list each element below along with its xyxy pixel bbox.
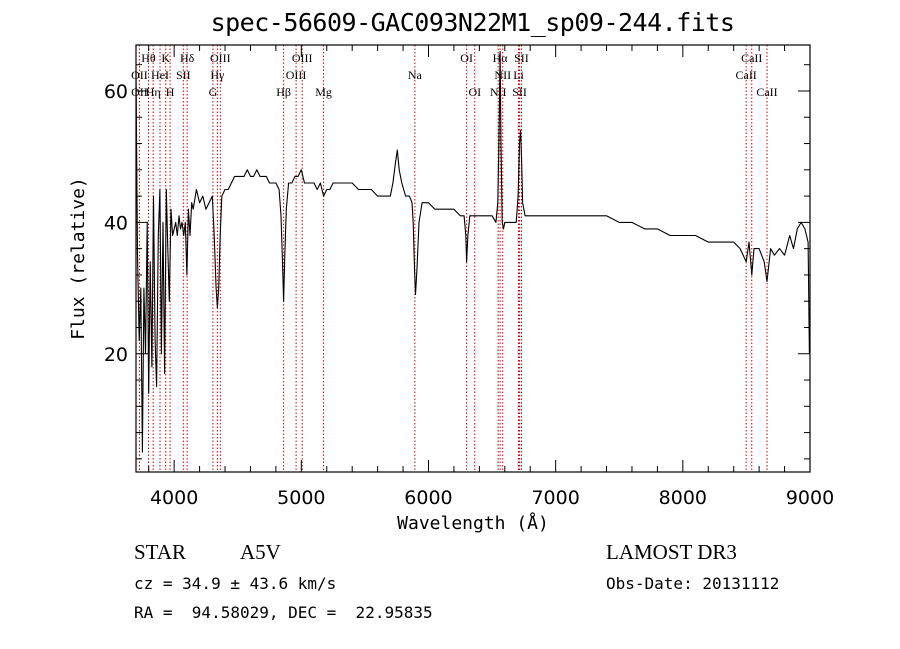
coords-readout: RA = 94.58029, DEC = 22.95835 (134, 603, 433, 622)
marker-label: OI (460, 51, 473, 65)
y-tick-label: 40 (104, 212, 128, 234)
cz-readout: cz = 34.9 ± 43.6 km/s (134, 574, 337, 593)
marker-label: OII (131, 85, 148, 99)
x-tick-label: 5000 (277, 487, 325, 509)
marker-label: CaII (735, 68, 756, 82)
marker-label: Hα (493, 51, 509, 65)
x-tick-label: 9000 (786, 487, 834, 509)
obs-date: Obs-Date: 20131112 (606, 574, 780, 593)
marker-label: Mg (315, 85, 332, 99)
marker-label: Hη (146, 85, 161, 99)
y-tick-label: 20 (104, 344, 128, 366)
marker-label: Hθ (141, 51, 156, 65)
marker-label: OIII (292, 51, 313, 65)
marker-label: Hδ (180, 51, 195, 65)
marker-labels: Hθ K Hδ OIII OIII OI Hα SII CaII OII HeI SII Hγ OIII N… (131, 51, 778, 99)
subclass-label: A5V (240, 540, 281, 564)
line-markers (138, 45, 768, 472)
marker-label: SII (514, 51, 529, 65)
tick-labels: 4000 5000 6000 7000 8000 9000 20 40 60 (104, 81, 834, 509)
marker-label: NII (490, 85, 507, 99)
axis-ticks (136, 45, 811, 472)
marker-label: OIII (286, 68, 307, 82)
marker-label: OI (468, 85, 481, 99)
marker-label: HeI (151, 68, 169, 82)
x-tick-label: 7000 (531, 487, 579, 509)
marker-label: CaII (741, 51, 762, 65)
survey-label: LAMOST DR3 (606, 540, 737, 564)
x-tick-label: 8000 (659, 487, 707, 509)
marker-label: G (209, 85, 218, 99)
marker-label: SII (176, 68, 191, 82)
marker-label: Hγ (210, 68, 225, 82)
marker-label: OIII (210, 51, 231, 65)
spectrum-line (135, 51, 811, 453)
marker-label: NII (494, 68, 511, 82)
class-label: STAR (134, 540, 186, 564)
y-tick-label: 60 (104, 81, 128, 103)
marker-label: K (161, 51, 170, 65)
marker-label: CaII (756, 85, 777, 99)
x-axis-label: Wavelength (Å) (397, 512, 549, 534)
marker-label: Hβ (276, 85, 291, 99)
spectrum-series (135, 51, 811, 453)
chart-title: spec-56609-GAC093N22M1_sp09-244.fits (210, 8, 735, 37)
marker-label: OII (131, 68, 148, 82)
plot-frame (135, 44, 811, 473)
x-tick-label: 6000 (404, 487, 452, 509)
marker-label: SII (512, 85, 527, 99)
y-axis-label: Flux (relative) (68, 177, 89, 340)
marker-label: Na (408, 68, 423, 82)
x-tick-label: 4000 (150, 487, 198, 509)
marker-label: Li (513, 68, 524, 82)
marker-label: H (166, 85, 175, 99)
